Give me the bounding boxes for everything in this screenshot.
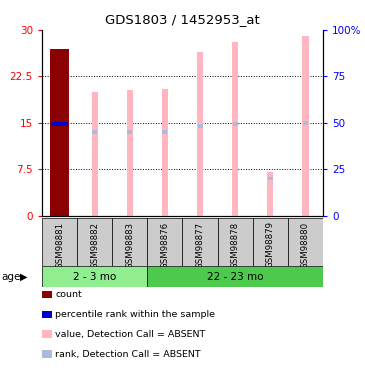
Bar bbox=[147, 217, 182, 266]
Text: GDS1803 / 1452953_at: GDS1803 / 1452953_at bbox=[105, 13, 260, 26]
Text: 2 - 3 mo: 2 - 3 mo bbox=[73, 272, 116, 282]
Bar bbox=[162, 89, 168, 216]
Bar bbox=[162, 130, 168, 134]
Text: ▶: ▶ bbox=[20, 272, 28, 282]
Text: rank, Detection Call = ABSENT: rank, Detection Call = ABSENT bbox=[55, 350, 201, 358]
Text: GSM98876: GSM98876 bbox=[161, 221, 169, 268]
Bar bbox=[288, 217, 323, 266]
Text: 22 - 23 mo: 22 - 23 mo bbox=[207, 272, 264, 282]
Bar bbox=[197, 52, 203, 216]
Bar bbox=[51, 122, 68, 126]
Bar bbox=[253, 217, 288, 266]
Bar bbox=[127, 130, 132, 134]
Text: percentile rank within the sample: percentile rank within the sample bbox=[55, 310, 215, 319]
Text: GSM98882: GSM98882 bbox=[90, 221, 99, 268]
Text: GSM98881: GSM98881 bbox=[55, 221, 64, 268]
Bar bbox=[267, 172, 273, 216]
Text: GSM98879: GSM98879 bbox=[266, 221, 275, 268]
Bar bbox=[147, 266, 323, 287]
Bar bbox=[77, 217, 112, 266]
Bar bbox=[303, 121, 308, 124]
Bar bbox=[233, 122, 238, 126]
Text: GSM98880: GSM98880 bbox=[301, 221, 310, 268]
Text: GSM98883: GSM98883 bbox=[125, 221, 134, 268]
Bar bbox=[127, 90, 133, 216]
Bar bbox=[42, 266, 147, 287]
Bar bbox=[232, 42, 238, 216]
Bar bbox=[182, 217, 218, 266]
Bar bbox=[50, 49, 69, 216]
Text: count: count bbox=[55, 290, 82, 299]
Text: GSM98878: GSM98878 bbox=[231, 221, 240, 268]
Bar bbox=[92, 92, 98, 216]
Bar bbox=[197, 124, 203, 128]
Text: age: age bbox=[2, 272, 21, 282]
Text: value, Detection Call = ABSENT: value, Detection Call = ABSENT bbox=[55, 330, 205, 339]
Bar bbox=[268, 177, 273, 180]
Bar bbox=[112, 217, 147, 266]
Bar bbox=[42, 217, 77, 266]
Bar bbox=[302, 36, 309, 216]
Bar bbox=[218, 217, 253, 266]
Bar bbox=[92, 130, 97, 134]
Text: GSM98877: GSM98877 bbox=[196, 221, 204, 268]
